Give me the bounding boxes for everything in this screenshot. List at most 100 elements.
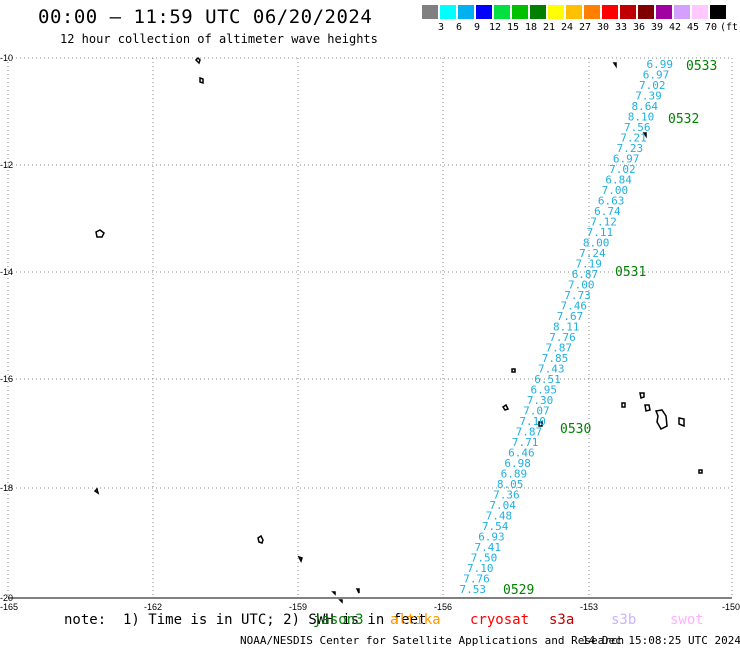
generated-timestamp: 14 Dec 15:08:25 UTC 2024 — [582, 634, 740, 647]
satellite-s3a: s3a — [549, 612, 575, 628]
wave-height-label: 7.48 — [486, 510, 513, 523]
legend-swatch — [674, 5, 690, 19]
wave-height-label: 7.36 — [493, 489, 520, 502]
wave-height-label: 7.71 — [512, 436, 539, 449]
wave-height-label: 6.87 — [572, 268, 599, 281]
wave-height-label: 7.39 — [635, 90, 662, 103]
y-tick-label: -14 — [0, 267, 13, 277]
island-outlines — [93, 56, 703, 604]
island — [678, 417, 685, 428]
x-tick-label: -153 — [580, 602, 598, 612]
wave-height-label: 7.50 — [471, 552, 498, 565]
island — [511, 368, 516, 373]
legend-label: 70 — [704, 22, 718, 33]
wave-height-label: 6.84 — [605, 174, 632, 187]
island — [538, 421, 543, 427]
wave-height-label: 7.00 — [568, 279, 595, 292]
island — [257, 534, 264, 544]
wave-height-label: 7.11 — [587, 226, 614, 239]
pass-time-label: 0531 — [615, 265, 646, 280]
legend-swatch — [494, 5, 510, 19]
satellite-s3b: s3b — [611, 612, 637, 628]
legend-label: 3 — [437, 22, 445, 33]
wave-height-label: 7.87 — [516, 426, 543, 439]
y-tick-label: -20 — [0, 593, 13, 603]
island — [331, 591, 336, 596]
wave-height-label: 7.41 — [474, 541, 501, 554]
pass-time-label: 0529 — [503, 583, 534, 598]
legend-swatch — [512, 5, 528, 19]
legend-swatch — [422, 5, 438, 19]
legend-label: 18 — [524, 22, 538, 33]
x-tick-label: -150 — [722, 602, 740, 612]
wave-height-label: 7.43 — [538, 363, 565, 376]
pass-time-label: 0532 — [668, 112, 699, 127]
island — [93, 487, 100, 495]
legend-label: 36 — [632, 22, 646, 33]
wave-height-label: 7.00 — [602, 184, 629, 197]
legend-label: 21 — [542, 22, 556, 33]
chart-title: 00:00 – 11:59 UTC 06/20/2024 — [38, 6, 373, 28]
island — [199, 76, 204, 85]
wave-height-label: 8.10 — [628, 111, 655, 124]
wave-height-label: 6.98 — [504, 457, 531, 470]
legend-label: 15 — [506, 22, 520, 33]
legend-swatch — [530, 5, 546, 19]
wave-height-label: 6.63 — [598, 195, 625, 208]
wave-height-label: 7.10 — [467, 562, 494, 575]
island — [194, 56, 201, 65]
legend-label: (ft) — [720, 22, 740, 33]
altimeter-track: 6.996.977.027.398.648.107.567.217.236.97… — [460, 58, 674, 596]
x-tick-label: -156 — [434, 602, 452, 612]
island — [355, 588, 360, 594]
wave-height-label: 7.24 — [579, 247, 606, 260]
legend-swatch — [656, 5, 672, 19]
island — [644, 404, 651, 412]
island — [95, 229, 105, 238]
wave-height-label: 7.53 — [460, 583, 487, 596]
wave-height-label: 8.64 — [632, 100, 659, 113]
wave-height-label: 8.11 — [553, 321, 580, 334]
wave-height-label: 7.02 — [639, 79, 666, 92]
legend-swatch — [710, 5, 726, 19]
satellite-swot: swot — [670, 612, 704, 628]
satellite-altika: altika — [390, 612, 441, 628]
wave-height-label: 7.30 — [527, 394, 554, 407]
legend-swatch — [476, 5, 492, 19]
wave-height-label: 7.67 — [557, 310, 584, 323]
legend-swatch — [602, 5, 618, 19]
footer-note: note: 1) Time is in UTC; 2) SWH is in fe… — [64, 612, 427, 628]
wave-height-label: 7.04 — [489, 499, 516, 512]
y-tick-label: -16 — [0, 374, 13, 384]
legend-swatch — [638, 5, 654, 19]
x-tick-label: -162 — [144, 602, 162, 612]
y-tick-label: -12 — [0, 160, 13, 170]
legend-label: 45 — [686, 22, 700, 33]
wave-height-label: 6.74 — [594, 205, 621, 218]
island — [642, 132, 647, 139]
chart-subtitle: 12 hour collection of altimeter wave hei… — [60, 32, 378, 46]
island — [654, 409, 668, 430]
legend-swatch — [566, 5, 582, 19]
legend-swatch — [440, 5, 456, 19]
legend-swatch — [548, 5, 564, 19]
legend-label: 30 — [596, 22, 610, 33]
pass-time-labels: 0533 0532 0531 0530 0529 — [503, 59, 717, 598]
legend-label: 42 — [668, 22, 682, 33]
wave-height-label: 6.95 — [531, 384, 558, 397]
wave-height-label: 6.93 — [478, 531, 505, 544]
island — [612, 62, 617, 69]
wave-height-label: 7.85 — [542, 352, 569, 365]
x-tick-label: -165 — [0, 602, 18, 612]
y-tick-label: -10 — [0, 53, 13, 63]
wave-height-label: 7.10 — [519, 415, 546, 428]
island — [621, 402, 626, 408]
island — [297, 555, 303, 563]
wave-height-label: 6.89 — [501, 468, 528, 481]
wave-height-label: 7.76 — [549, 331, 576, 344]
wave-height-label: 7.56 — [624, 121, 651, 134]
satellite-cryosat: cryosat — [470, 612, 530, 628]
wave-height-label: 6.51 — [534, 373, 561, 386]
wave-height-label: 7.12 — [590, 216, 617, 229]
